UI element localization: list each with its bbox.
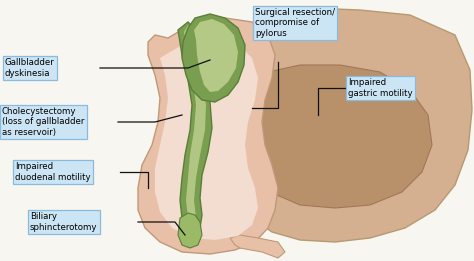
Polygon shape: [184, 25, 206, 218]
Polygon shape: [182, 14, 245, 102]
Polygon shape: [230, 8, 472, 242]
Polygon shape: [178, 213, 202, 248]
Text: Impaired
gastric motility: Impaired gastric motility: [348, 78, 413, 98]
Polygon shape: [248, 65, 432, 208]
Polygon shape: [178, 22, 212, 228]
Polygon shape: [230, 235, 285, 258]
Text: Surgical resection/
compromise of
pylorus: Surgical resection/ compromise of pyloru…: [255, 8, 335, 38]
Text: Gallbladder
dyskinesia: Gallbladder dyskinesia: [5, 58, 55, 78]
Polygon shape: [155, 38, 258, 240]
Text: Biliary
sphincterotomy: Biliary sphincterotomy: [30, 212, 98, 232]
Polygon shape: [138, 18, 278, 254]
Polygon shape: [194, 19, 238, 92]
Text: Cholecystectomy
(loss of gallbladder
as reservoir): Cholecystectomy (loss of gallbladder as …: [2, 107, 84, 137]
Text: Impaired
duodenal motility: Impaired duodenal motility: [15, 162, 91, 182]
